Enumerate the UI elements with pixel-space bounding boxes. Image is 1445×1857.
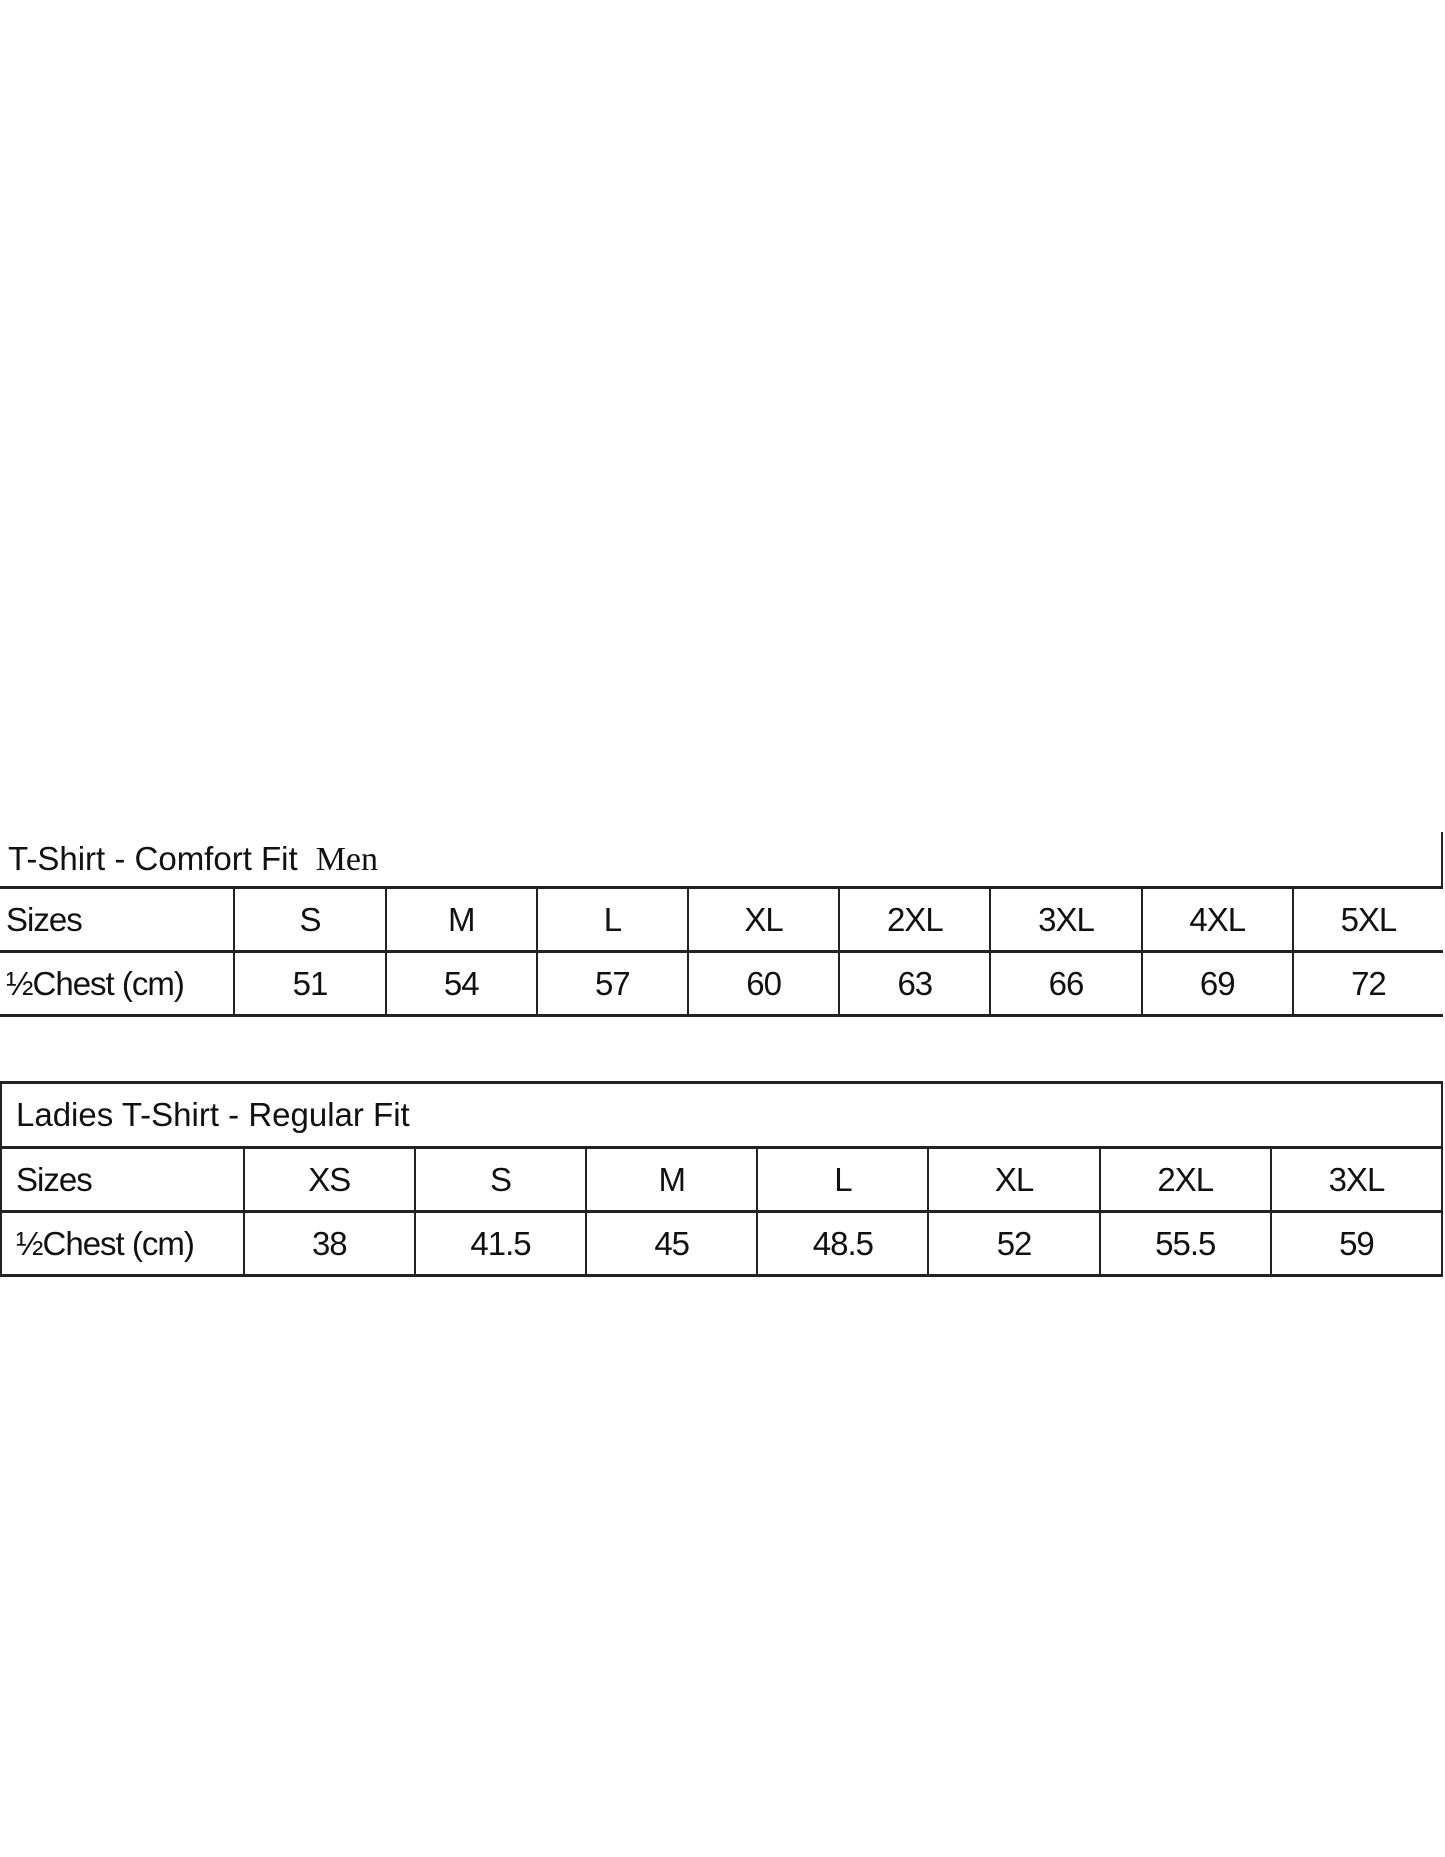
size-cell: S bbox=[233, 889, 384, 950]
men-sizes-row: Sizes S M L XL 2XL 3XL 4XL 5XL bbox=[0, 886, 1443, 950]
chest-cell: 63 bbox=[838, 953, 989, 1014]
ladies-chest-row: ½Chest (cm) 38 41.5 45 48.5 52 55.5 59 bbox=[2, 1210, 1441, 1277]
chest-cell: 38 bbox=[242, 1213, 414, 1274]
men-label: Men bbox=[315, 841, 379, 878]
chest-cell: 60 bbox=[687, 953, 838, 1014]
chest-cell: 54 bbox=[384, 953, 536, 1014]
men-table-title: T-Shirt - Comfort Fit Men bbox=[0, 832, 1443, 886]
men-chest-row: ½Chest (cm) 51 54 57 60 63 66 69 72 bbox=[0, 950, 1443, 1017]
size-cell: XL bbox=[687, 889, 838, 950]
size-cell: S bbox=[413, 1149, 585, 1210]
size-cell: L bbox=[756, 1149, 927, 1210]
size-cell: 2XL bbox=[838, 889, 989, 950]
size-cell: M bbox=[585, 1149, 756, 1210]
size-cell: 2XL bbox=[1098, 1149, 1270, 1210]
size-cell: 5XL bbox=[1291, 889, 1443, 950]
chest-cell: 55.5 bbox=[1098, 1213, 1270, 1274]
row-label: Sizes bbox=[6, 900, 83, 938]
chest-cell: 41.5 bbox=[413, 1213, 585, 1274]
size-cell: XL bbox=[927, 1149, 1098, 1210]
row-label: Sizes bbox=[16, 1160, 93, 1198]
chest-cell: 52 bbox=[927, 1213, 1098, 1274]
chest-cell: 72 bbox=[1291, 953, 1443, 1014]
row-label: ½Chest (cm) bbox=[6, 964, 185, 1002]
chest-cell: 66 bbox=[989, 953, 1140, 1014]
ladies-sizes-row: Sizes XS S M L XL 2XL 3XL bbox=[2, 1146, 1441, 1210]
size-cell: 4XL bbox=[1140, 889, 1292, 950]
men-title-text: T-Shirt - Comfort Fit bbox=[8, 840, 298, 877]
chest-cell: 45 bbox=[585, 1213, 756, 1274]
size-cell: 3XL bbox=[989, 889, 1140, 950]
size-cell: XS bbox=[242, 1149, 414, 1210]
chest-cell: 69 bbox=[1140, 953, 1292, 1014]
chest-cell: 59 bbox=[1269, 1213, 1441, 1274]
ladies-size-table: Ladies T-Shirt - Regular Fit Sizes XS S … bbox=[0, 1081, 1443, 1277]
size-cell: 3XL bbox=[1269, 1149, 1441, 1210]
chest-cell: 51 bbox=[233, 953, 384, 1014]
men-size-table: T-Shirt - Comfort Fit Men Sizes S M L XL … bbox=[0, 832, 1443, 1017]
chest-cell: 48.5 bbox=[756, 1213, 927, 1274]
size-cell: M bbox=[384, 889, 536, 950]
chest-cell: 57 bbox=[535, 953, 687, 1014]
size-cell: L bbox=[535, 889, 687, 950]
row-label: ½Chest (cm) bbox=[16, 1224, 195, 1262]
ladies-table-title: Ladies T-Shirt - Regular Fit bbox=[16, 1096, 410, 1133]
